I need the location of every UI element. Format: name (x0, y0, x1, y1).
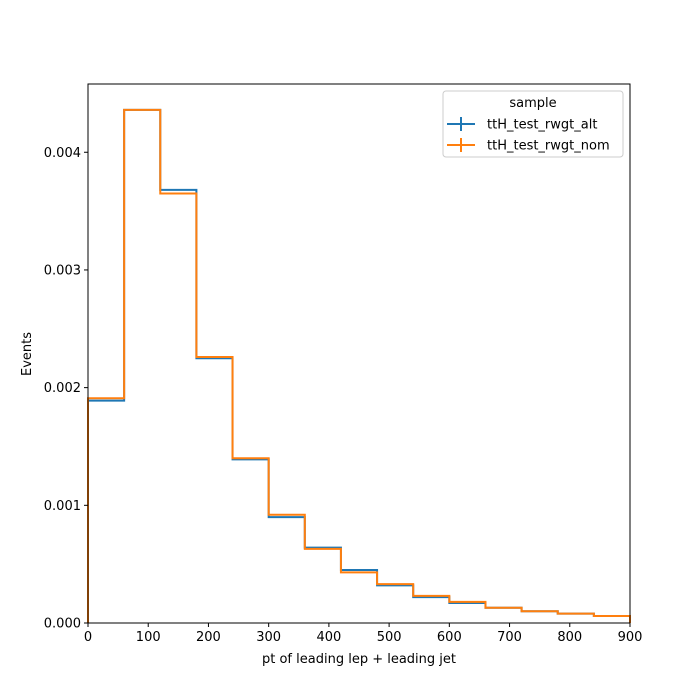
legend: sample ttH_test_rwgt_alt ttH_test_rwgt_no… (442, 90, 624, 158)
legend-entry: ttH_test_rwgt_alt (447, 117, 597, 133)
y-axis-ticks: 0.000 0.001 0.002 0.003 0.004 (44, 146, 88, 632)
legend-label: ttH_test_rwgt_nom (487, 139, 610, 154)
series-layer (87, 108, 631, 623)
x-axis-ticks: 0 100 200 300 400 500 600 700 800 900 (84, 623, 643, 645)
x-tick-label: 900 (618, 630, 643, 645)
plot-area (88, 84, 630, 623)
series-line-1 (87, 108, 631, 623)
y-tick-label: 0.000 (44, 617, 81, 632)
y-tick-label: 0.002 (44, 381, 81, 396)
y-axis-label: Events (20, 332, 35, 376)
x-tick-label: 700 (497, 630, 522, 645)
x-axis-label: pt of leading lep + leading jet (262, 652, 456, 667)
x-tick-label: 800 (557, 630, 582, 645)
x-tick-label: 300 (256, 630, 281, 645)
legend-box (442, 90, 624, 158)
x-tick-label: 400 (316, 630, 341, 645)
x-tick-label: 100 (136, 630, 161, 645)
legend-label: ttH_test_rwgt_alt (487, 118, 597, 133)
x-tick-label: 500 (377, 630, 402, 645)
x-tick-label: 0 (84, 630, 92, 645)
y-tick-label: 0.001 (44, 499, 81, 514)
x-tick-label: 600 (437, 630, 462, 645)
x-tick-label: 200 (196, 630, 221, 645)
y-tick-label: 0.004 (44, 146, 81, 161)
axes-frame (87, 83, 631, 624)
y-tick-label: 0.003 (44, 263, 81, 278)
legend-entry: ttH_test_rwgt_nom (447, 138, 610, 154)
legend-entries: ttH_test_rwgt_alt ttH_test_rwgt_nom (447, 117, 610, 154)
legend-title: sample (509, 96, 556, 111)
